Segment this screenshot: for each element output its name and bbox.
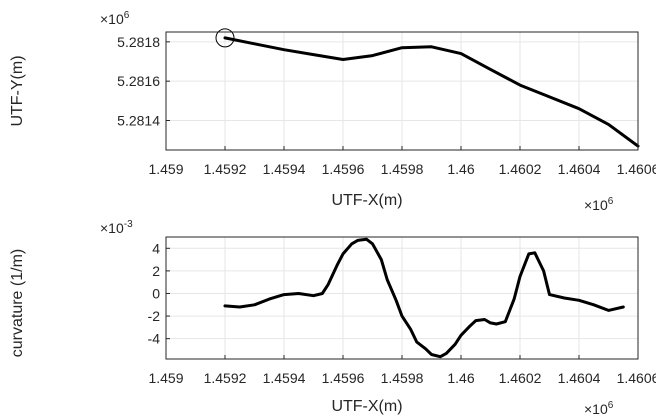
curvature-x-tick-label: 1.4604: [558, 370, 601, 386]
curvature-x-tick-label: 1.4598: [381, 370, 424, 386]
curvature-y-exponent: ×10-3: [100, 219, 133, 236]
trajectory-x-tick-labels: 1.459 1.4592 1.4594 1.4596 1.4598 1.46 1.4602 1…: [148, 161, 656, 177]
curvature-x-tick-label: 1.4596: [322, 370, 365, 386]
curvature-axes-box: [165, 236, 639, 360]
trajectory-start-marker: [215, 28, 235, 48]
trajectory-y-tick-label: 5.2816: [117, 73, 160, 89]
curvature-x-tick-label: 1.4592: [204, 370, 247, 386]
trajectory-y-exponent: ×106: [100, 10, 130, 27]
trajectory-x-tick-label: 1.459: [148, 161, 183, 177]
curvature-x-tick-label: 1.459: [148, 370, 183, 386]
trajectory-x-tick-label: 1.4606: [617, 161, 656, 177]
curvature-x-tick-label: 1.4602: [499, 370, 542, 386]
curvature-x-axis-label: UTF-X(m): [331, 398, 402, 415]
curvature-x-tick-label: 1.4594: [263, 370, 306, 386]
trajectory-axes-box: [165, 31, 639, 151]
curvature-x-exponent: ×106: [584, 400, 614, 415]
curvature-y-tick-labels: 4 2 0 -2 -4: [148, 240, 161, 346]
curvature-y-tick-label: 0: [152, 285, 160, 301]
curvature-y-axis-label: curvature (1/m): [9, 249, 26, 357]
trajectory-y-tick-label: 5.2814: [117, 113, 160, 129]
trajectory-x-tick-label: 1.4604: [558, 161, 601, 177]
trajectory-x-tick-label: 1.4602: [499, 161, 542, 177]
curvature-y-tick-label: -4: [148, 331, 161, 347]
trajectory-x-tick-label: 1.4592: [204, 161, 247, 177]
trajectory-x-exponent: ×106: [584, 196, 614, 213]
trajectory-x-tick-label: 1.4594: [263, 161, 306, 177]
trajectory-series-line: [223, 36, 640, 148]
trajectory-x-tick-label: 1.4596: [322, 161, 365, 177]
curvature-y-tick-label: 4: [152, 240, 160, 256]
curvature-x-tick-label: 1.4606: [617, 370, 656, 386]
curvature-plot: 1.459 1.4592 1.4594 1.4596 1.4598 1.46 1.4602 1…: [9, 219, 656, 415]
trajectory-grid: [165, 32, 639, 150]
trajectory-plot: 1.459 1.4592 1.4594 1.4596 1.4598 1.46 1.4602 1…: [9, 10, 656, 213]
curvature-series-line: [223, 237, 625, 359]
trajectory-y-axis-label: UTF-Y(m): [9, 55, 26, 126]
trajectory-x-tick-label: 1.4598: [381, 161, 424, 177]
curvature-x-tick-label: 1.46: [447, 370, 474, 386]
trajectory-y-tick-label: 5.2818: [117, 34, 160, 50]
curvature-y-tick-label: -2: [148, 308, 161, 324]
curvature-y-tick-label: 2: [152, 263, 160, 279]
trajectory-x-axis-label: UTF-X(m): [331, 192, 402, 209]
curvature-x-tick-labels: 1.459 1.4592 1.4594 1.4596 1.4598 1.46 1.4602 1…: [148, 370, 656, 386]
trajectory-y-tick-labels: 5.2814 5.2816 5.2818: [117, 34, 160, 129]
trajectory-x-tick-label: 1.46: [447, 161, 474, 177]
